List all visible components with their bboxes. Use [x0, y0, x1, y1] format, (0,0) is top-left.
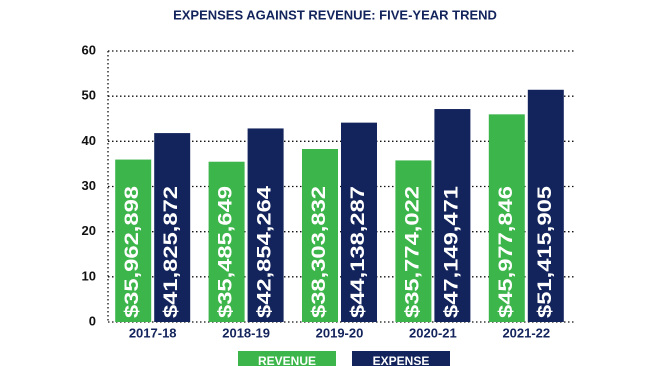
bar [434, 109, 471, 322]
bar [302, 148, 338, 322]
data-label: $41,825,872 [161, 186, 182, 318]
bar [488, 114, 525, 322]
x-tick-label: 2020-21 [409, 325, 457, 340]
y-tick-label: 40 [82, 133, 96, 148]
data-label: $42,854,264 [255, 185, 276, 318]
y-tick-label: 50 [82, 88, 96, 103]
bar [208, 161, 245, 322]
legend-swatch [238, 351, 336, 366]
y-tick-label: 10 [82, 268, 96, 283]
legend-label: REVENUE [258, 354, 316, 366]
bar [395, 160, 432, 322]
bar [247, 128, 284, 322]
bar [154, 133, 191, 322]
data-label: $38,303,832 [309, 186, 330, 318]
bar [527, 89, 564, 323]
legend-label: EXPENSE [373, 354, 430, 366]
x-tick-label: 2019-20 [316, 325, 364, 340]
data-label: $47,149,471 [441, 185, 462, 318]
bar [115, 159, 152, 322]
y-tick-label: 60 [82, 42, 96, 57]
chart-title: EXPENSES AGAINST REVENUE: FIVE-YEAR TREN… [173, 7, 497, 22]
data-label: $44,138,287 [348, 186, 369, 318]
y-tick-label: 30 [82, 178, 96, 193]
data-label: $35,962,898 [122, 186, 143, 318]
data-label: $35,485,649 [216, 186, 237, 318]
data-label: $35,774,022 [402, 186, 423, 318]
bar [341, 122, 377, 323]
x-tick-label: 2018-19 [222, 325, 270, 340]
y-tick-label: 20 [82, 223, 96, 238]
x-tick-label: 2021-22 [502, 325, 550, 340]
data-label: $45,977,846 [496, 186, 517, 318]
data-label: $51,415,905 [535, 185, 556, 318]
legend-swatch [352, 351, 450, 366]
y-tick-label: 0 [89, 313, 96, 328]
x-tick-label: 2017-18 [129, 325, 177, 340]
